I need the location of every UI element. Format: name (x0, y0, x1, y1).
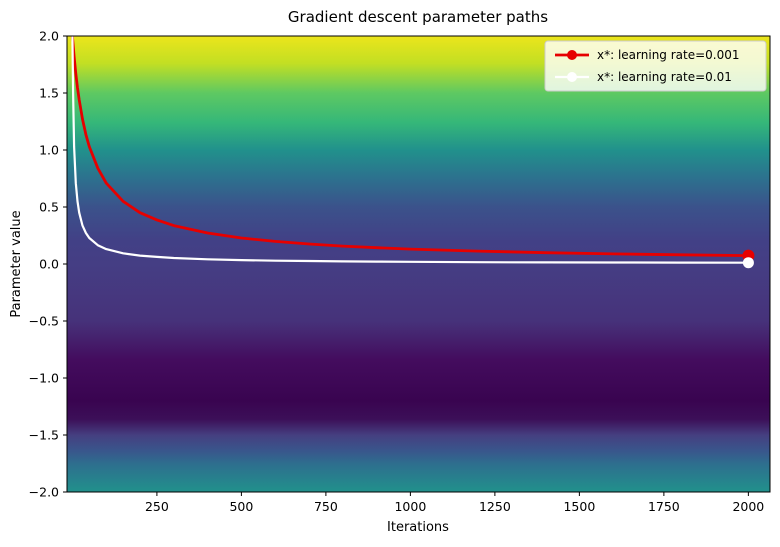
legend-marker-1 (567, 72, 577, 82)
x-tick-label: 2000 (732, 499, 764, 514)
legend-label-1: x*: learning rate=0.01 (597, 70, 732, 84)
x-tick-label: 1000 (394, 499, 426, 514)
y-tick-label: 1.0 (39, 143, 59, 158)
series-line-0 (71, 36, 750, 258)
x-tick-label: 1500 (563, 499, 595, 514)
legend-marker-0 (567, 50, 577, 60)
y-tick-label: −2.0 (29, 485, 59, 500)
y-tick-label: −1.5 (29, 428, 59, 443)
series-line-1 (71, 36, 750, 264)
y-tick-label: 0.5 (39, 200, 59, 215)
y-axis-label: Parameter value (9, 210, 24, 317)
y-tick-label: 0.0 (39, 257, 59, 272)
ticks-group: 250 500 750 1000 1250 1500 1750 2000 2.0 1.5 1.0 0.… (29, 29, 765, 515)
x-tick-label: 750 (314, 499, 338, 514)
x-tick-label: 250 (145, 499, 169, 514)
chart-title: Gradient descent parameter paths (288, 8, 548, 26)
x-tick-label: 1250 (479, 499, 511, 514)
y-tick-label: 2.0 (39, 29, 59, 44)
legend: x*: learning rate=0.001 x*: learning rate… (544, 40, 767, 92)
series-end-marker-1 (742, 257, 754, 269)
plot-background (67, 36, 770, 492)
legend-box (544, 40, 767, 92)
series-group (71, 36, 755, 269)
y-tick-label: −0.5 (29, 314, 59, 329)
legend-label-0: x*: learning rate=0.001 (597, 48, 740, 62)
y-tick-label: −1.0 (29, 371, 59, 386)
y-tick-label: 1.5 (39, 86, 59, 101)
x-tick-label: 500 (229, 499, 253, 514)
x-tick-label: 1750 (648, 499, 680, 514)
x-axis-label: Iterations (387, 520, 449, 535)
